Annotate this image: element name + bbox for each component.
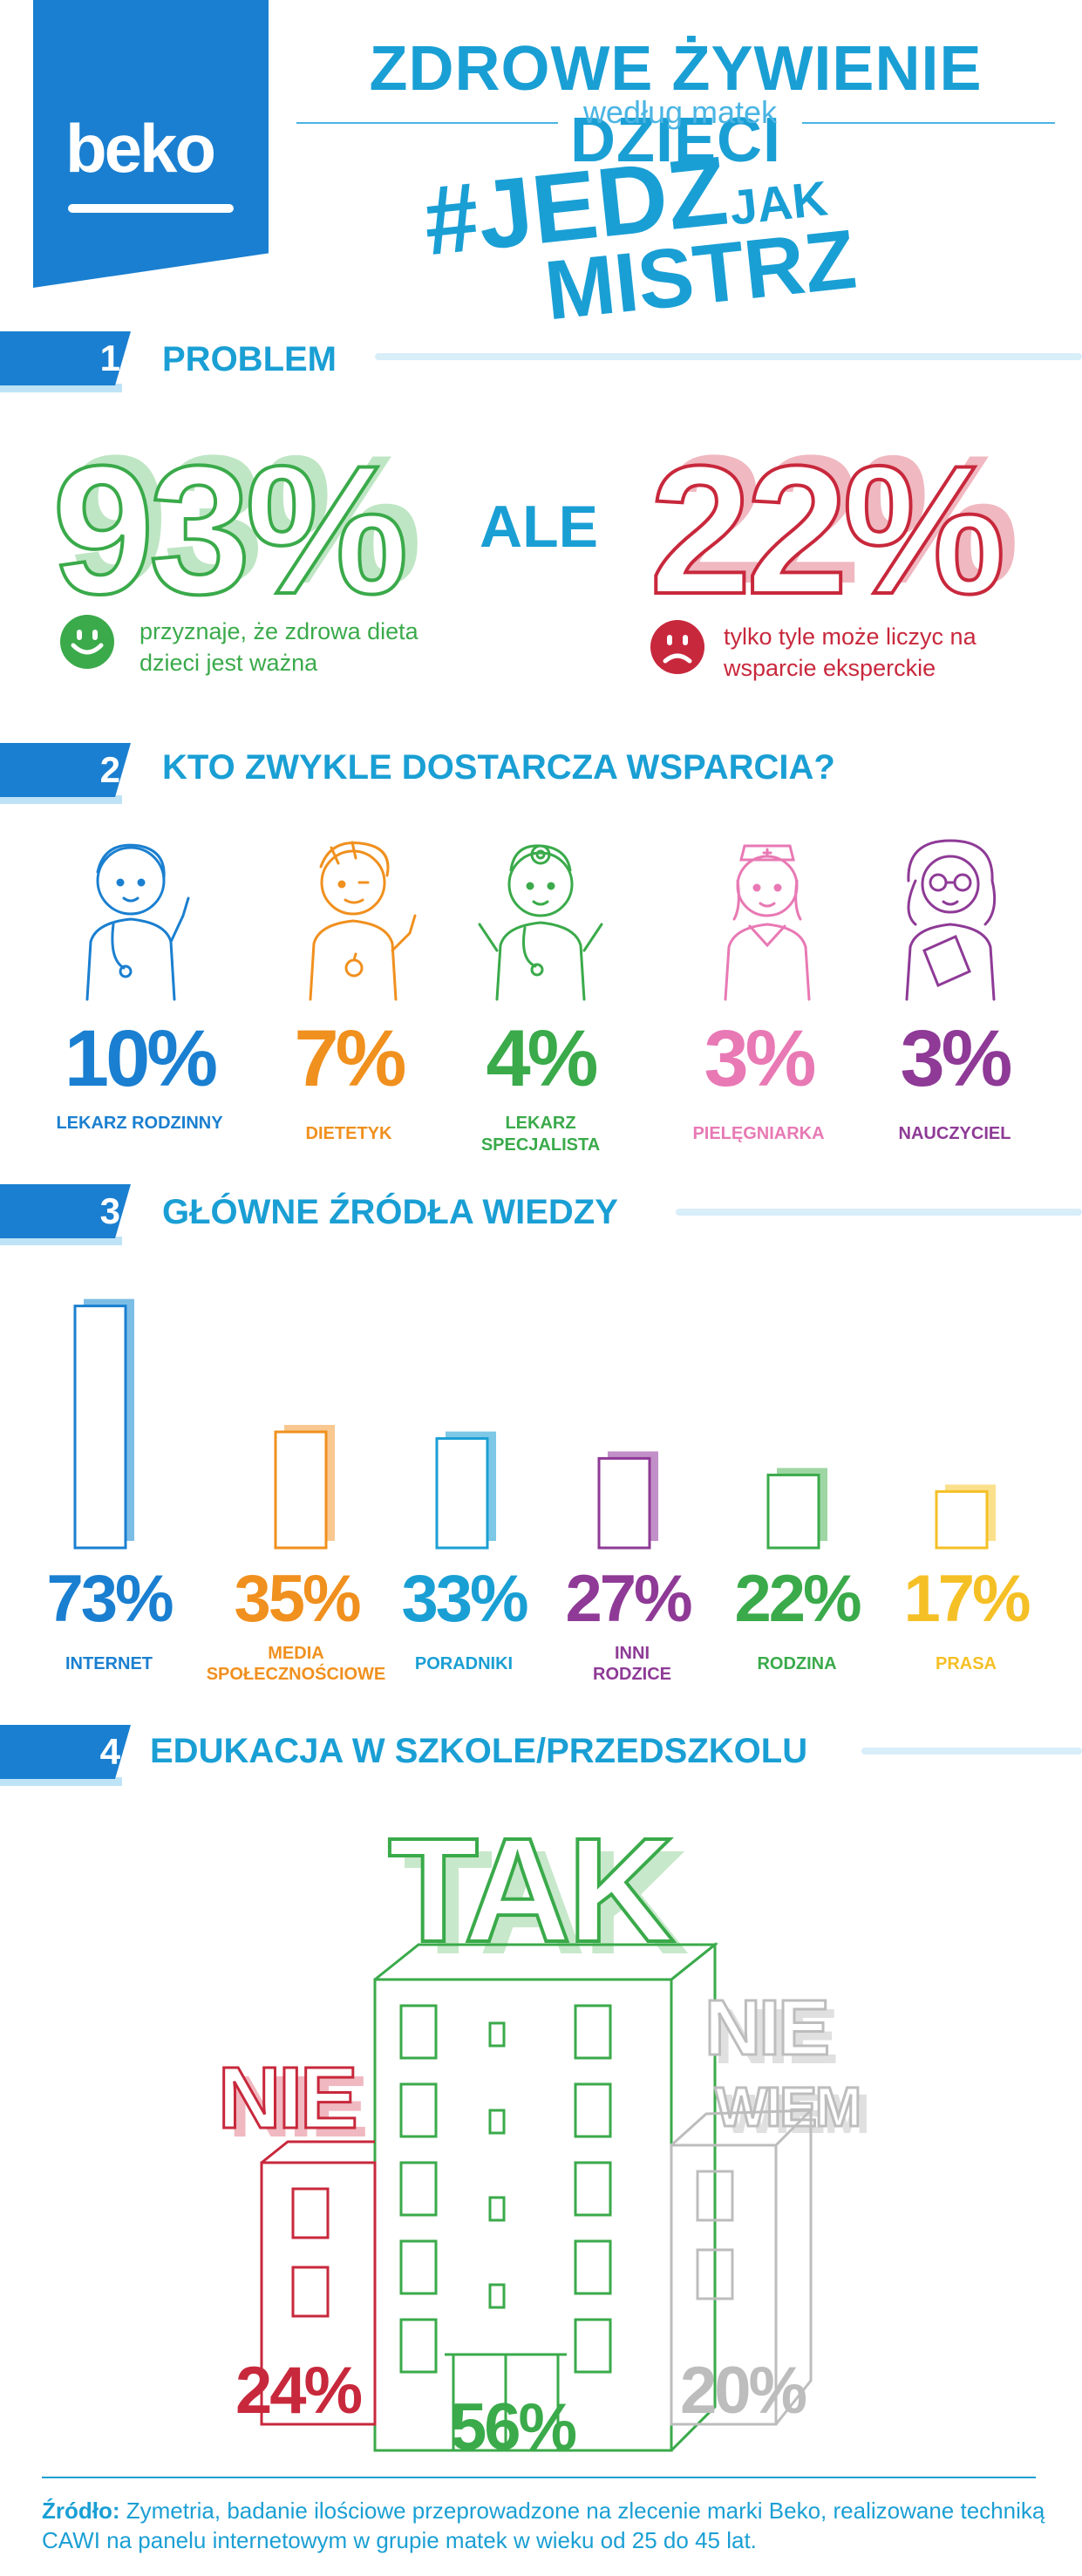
section-4-shadow xyxy=(0,1777,122,1786)
footer-source-label: Źródło: xyxy=(42,2498,120,2524)
problem-left-value: 93% xyxy=(52,427,405,610)
section-3-title: GŁÓWNE ŹRÓDŁA WIEDZY xyxy=(162,1193,618,1231)
problem-connector: ALE xyxy=(480,494,598,560)
subtitle-line-right xyxy=(802,122,1055,124)
section-1-line xyxy=(375,353,1082,360)
teacher-icon xyxy=(905,839,997,1001)
education-no-value: 24% xyxy=(235,2354,363,2428)
problem-left-value-shadow: 93% xyxy=(66,417,419,610)
support-label-family-doctor: LEKARZ RODZINNY xyxy=(56,1114,223,1133)
bar-value-press: 17% xyxy=(903,1562,1031,1636)
problem-right-value-graphic: 22% 22% xyxy=(650,417,1016,610)
bar-label-other-parents: INNI RODZICE xyxy=(593,1644,671,1684)
bar-label-family: RODZINA xyxy=(757,1654,837,1673)
section-1-title: PROBLEM xyxy=(162,340,337,378)
education-dontknow-label-2: WIEM xyxy=(715,2075,860,2138)
bar-label-internet: INTERNET xyxy=(65,1654,153,1673)
support-value-nurse: 3% xyxy=(704,1014,817,1103)
support-label-specialist: LEKARZ SPECJALISTA xyxy=(480,1114,601,1155)
specialist-icon xyxy=(478,844,603,1001)
bar-label-social-media: MEDIA SPOŁECZNOŚCIOWE xyxy=(206,1644,386,1684)
bar-value-guides: 33% xyxy=(401,1562,528,1636)
footer-divider xyxy=(42,2477,1036,2478)
education-dontknow-label-1: NIE xyxy=(704,1985,827,2072)
section-3-number: 3 xyxy=(0,1184,131,1238)
problem-left-text: przyznaje, że zdrowa dieta dzieci jest w… xyxy=(140,618,419,676)
bar-label-guides: PORADNIKI xyxy=(414,1654,514,1673)
school-building-no xyxy=(260,2140,377,2426)
section-1-shadow xyxy=(0,384,122,392)
problem-left-value-graphic: 93% 93% xyxy=(52,417,419,610)
bar xyxy=(73,1305,127,1550)
page-subtitle: według matek xyxy=(582,94,778,130)
brand-logo-box xyxy=(33,0,269,288)
education-yes-label: TAK xyxy=(388,1823,674,1973)
education-yes-value: 56% xyxy=(450,2390,577,2464)
education-no-label-shadow: NIE xyxy=(228,2058,366,2156)
bar-value-internet: 73% xyxy=(46,1562,174,1636)
support-label-dietitian: DIETETYK xyxy=(305,1124,392,1143)
bar xyxy=(435,1437,489,1550)
brand-logo: beko xyxy=(65,110,216,187)
section-4-title: EDUKACJA W SZKOLE/PRZEDSZKOLU xyxy=(150,1732,808,1770)
support-label-nurse: PIELĘGNIARKA xyxy=(692,1124,825,1143)
bar xyxy=(766,1473,820,1550)
nurse-icon xyxy=(724,844,811,1001)
subtitle-line-left xyxy=(296,122,558,124)
footer-source-text: Zymetria, badanie ilościowe przeprowadzo… xyxy=(42,2498,1045,2553)
problem-right-text: tylko tyle może liczyc na wsparcie ekspe… xyxy=(724,624,977,681)
sad-icon xyxy=(650,620,704,674)
family-doctor-icon xyxy=(85,843,190,1001)
support-value-teacher: 3% xyxy=(900,1014,1013,1103)
bar-value-other-parents: 27% xyxy=(565,1562,692,1636)
school-education-graphic: TAK TAK NIE NIE NIE NIE WIEM WIEM xyxy=(217,1823,870,2452)
section-3-line xyxy=(676,1209,1082,1216)
smile-icon xyxy=(60,615,114,669)
support-value-family-doctor: 10% xyxy=(64,1014,218,1103)
education-dontknow-label-2-shadow: WIEM xyxy=(724,2082,868,2145)
bar xyxy=(274,1430,328,1550)
section-2-shadow xyxy=(0,795,122,804)
problem-right-value: 22% xyxy=(650,427,1002,610)
section-4-line xyxy=(861,1748,1082,1755)
knowledge-sources-chart xyxy=(73,1298,996,1550)
problem-right-value-shadow: 22% xyxy=(663,417,1016,610)
bar-value-social-media: 35% xyxy=(234,1562,361,1636)
section-3-shadow xyxy=(0,1237,122,1245)
bar xyxy=(597,1456,651,1550)
bar xyxy=(935,1489,989,1550)
school-building-yes xyxy=(373,1941,719,2452)
footer-source: Źródło: Zymetria, badanie ilościowe prze… xyxy=(42,2496,1053,2555)
support-value-dietitian: 7% xyxy=(294,1014,407,1103)
education-no-label: NIE xyxy=(218,2049,356,2147)
bar-label-press: PRASA xyxy=(935,1654,997,1673)
dietitian-icon xyxy=(309,841,417,1001)
school-building-dontknow xyxy=(670,2107,813,2426)
brand-logo-underline xyxy=(68,204,234,213)
section-2-title: KTO ZWYKLE DOSTARCZA WSPARCIA? xyxy=(162,748,835,787)
section-4-number: 4 xyxy=(0,1725,131,1779)
page-title: ZDROWE ŻYWIENIE DZIECI xyxy=(369,34,983,175)
education-yes-label-shadow: TAK xyxy=(403,1823,689,1986)
education-dontknow-value: 20% xyxy=(680,2354,807,2428)
section-1-number: 1 xyxy=(0,331,131,385)
support-value-specialist: 4% xyxy=(486,1014,599,1103)
education-dontknow-label-1-shadow: NIE xyxy=(713,1993,836,2081)
support-label-teacher: NAUCZYCIEL xyxy=(898,1124,1011,1143)
bar-value-family: 22% xyxy=(734,1562,861,1636)
section-2-number: 2 xyxy=(0,743,131,797)
